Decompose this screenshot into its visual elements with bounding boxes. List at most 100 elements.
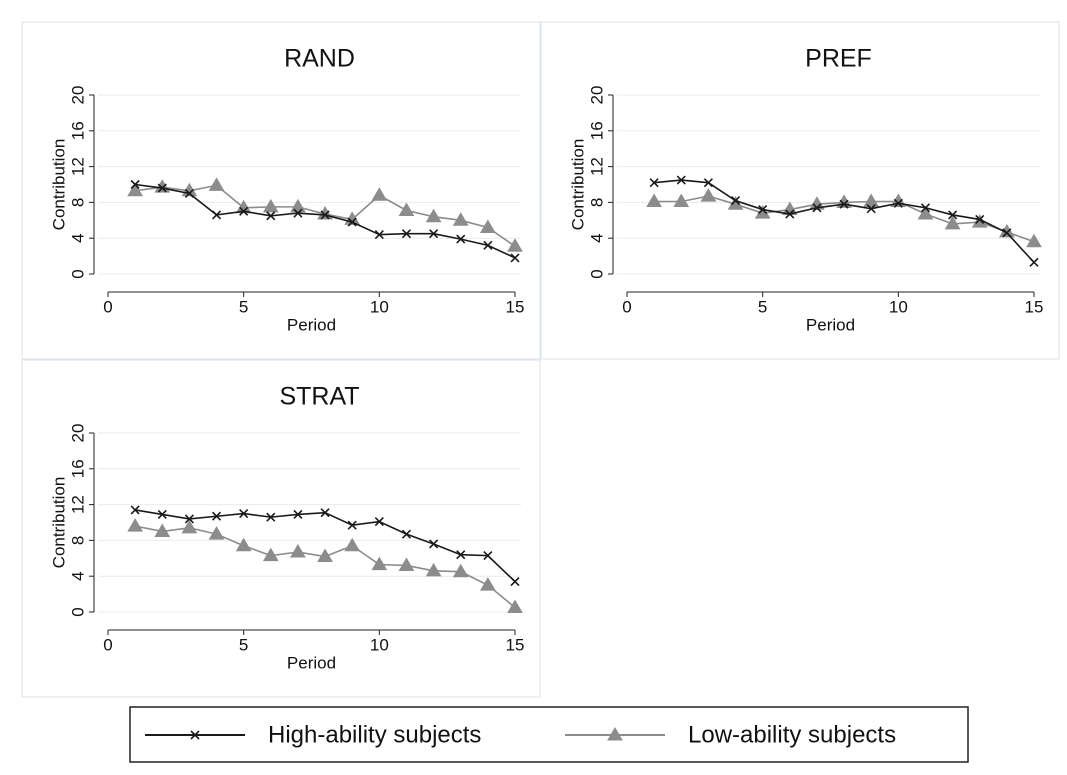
marker-triangle	[344, 537, 361, 552]
marker-triangle	[507, 238, 523, 252]
marker-triangle	[809, 196, 825, 210]
marker-triangle	[208, 526, 225, 540]
marker-x	[239, 206, 249, 216]
panel-title: RAND	[284, 45, 355, 73]
y-tick-label: 16	[68, 121, 87, 140]
x-axis-label: Period	[287, 653, 336, 672]
marker-x	[510, 577, 520, 587]
marker-x	[320, 508, 330, 518]
marker-x	[676, 175, 686, 185]
marker-x	[839, 199, 849, 209]
marker-x	[785, 209, 795, 219]
marker-triangle	[262, 547, 279, 562]
y-tick-label: 20	[68, 424, 87, 443]
y-tick-label: 12	[68, 495, 87, 514]
y-tick-label: 0	[68, 269, 87, 278]
marker-x	[483, 551, 493, 561]
marker-triangle	[863, 193, 880, 208]
marker-x	[1002, 228, 1012, 238]
y-tick-label: 12	[587, 157, 606, 176]
marker-triangle	[235, 199, 252, 214]
marker-triangle	[371, 556, 388, 571]
marker-x	[293, 509, 303, 520]
y-axis-label: Contribution	[49, 477, 68, 569]
marker-x	[975, 214, 985, 224]
marker-triangle	[1026, 233, 1042, 248]
marker-triangle	[673, 193, 690, 208]
marker-x	[429, 539, 439, 549]
marker-x	[456, 550, 466, 560]
x-tick-label: 0	[103, 297, 112, 316]
marker-x	[347, 520, 357, 530]
marker-triangle	[208, 177, 225, 191]
panel-border	[540, 21, 1060, 360]
legend-label: High-ability subjects	[268, 721, 481, 748]
marker-x	[429, 229, 439, 239]
marker-x	[649, 178, 659, 188]
y-tick-label: 4	[68, 233, 87, 242]
x-tick-label: 10	[370, 635, 389, 654]
marker-triangle	[507, 599, 523, 614]
y-tick-label: 8	[68, 536, 87, 545]
marker-triangle	[452, 212, 469, 226]
marker-x	[157, 183, 167, 193]
y-tick-label: 4	[587, 233, 606, 242]
marker-x	[293, 208, 303, 218]
marker-x	[211, 511, 222, 521]
y-tick-label: 0	[587, 269, 606, 278]
marker-x	[190, 730, 200, 740]
marker-x	[130, 179, 140, 190]
marker-x	[239, 508, 249, 519]
marker-triangle	[317, 548, 333, 563]
marker-x	[1029, 257, 1039, 267]
y-tick-label: 0	[68, 607, 87, 616]
marker-x	[266, 512, 276, 522]
x-tick-label: 15	[506, 297, 525, 316]
y-tick-label: 8	[68, 198, 87, 207]
x-tick-label: 5	[239, 297, 248, 316]
marker-x	[920, 203, 931, 213]
marker-x	[184, 514, 194, 524]
marker-x	[184, 188, 194, 199]
panel-border	[21, 359, 541, 698]
marker-x	[456, 234, 466, 244]
x-axis-label: Period	[806, 315, 855, 334]
marker-x	[730, 196, 741, 206]
marker-x	[320, 210, 330, 220]
marker-x	[510, 253, 520, 263]
marker-triangle	[425, 562, 442, 577]
marker-x	[374, 230, 384, 240]
marker-triangle	[181, 519, 198, 534]
marker-x	[130, 505, 140, 515]
marker-triangle	[646, 193, 663, 208]
x-tick-label: 15	[1025, 297, 1044, 316]
y-tick-label: 20	[68, 86, 87, 105]
marker-triangle	[700, 188, 717, 202]
marker-triangle	[235, 537, 252, 552]
y-tick-label: 20	[587, 86, 606, 105]
marker-triangle	[398, 202, 415, 216]
legend-label: Low-ability subjects	[688, 721, 896, 748]
marker-triangle	[127, 518, 144, 532]
x-tick-label: 0	[103, 635, 112, 654]
marker-triangle	[371, 187, 388, 201]
marker-triangle	[452, 563, 469, 578]
marker-x	[703, 178, 713, 188]
marker-triangle	[154, 523, 171, 537]
marker-x	[401, 529, 412, 539]
marker-triangle	[262, 198, 279, 213]
marker-x	[211, 210, 222, 220]
legend-box	[129, 706, 969, 763]
y-tick-label: 8	[587, 198, 606, 207]
panel-title: STRAT	[279, 383, 359, 411]
marker-x	[266, 211, 276, 221]
y-tick-label: 12	[68, 157, 87, 176]
marker-x	[347, 217, 357, 227]
marker-x	[374, 517, 384, 527]
x-axis-label: Period	[287, 315, 336, 334]
marker-triangle	[607, 727, 623, 741]
panel-title: PREF	[805, 45, 872, 73]
y-tick-label: 16	[68, 459, 87, 478]
